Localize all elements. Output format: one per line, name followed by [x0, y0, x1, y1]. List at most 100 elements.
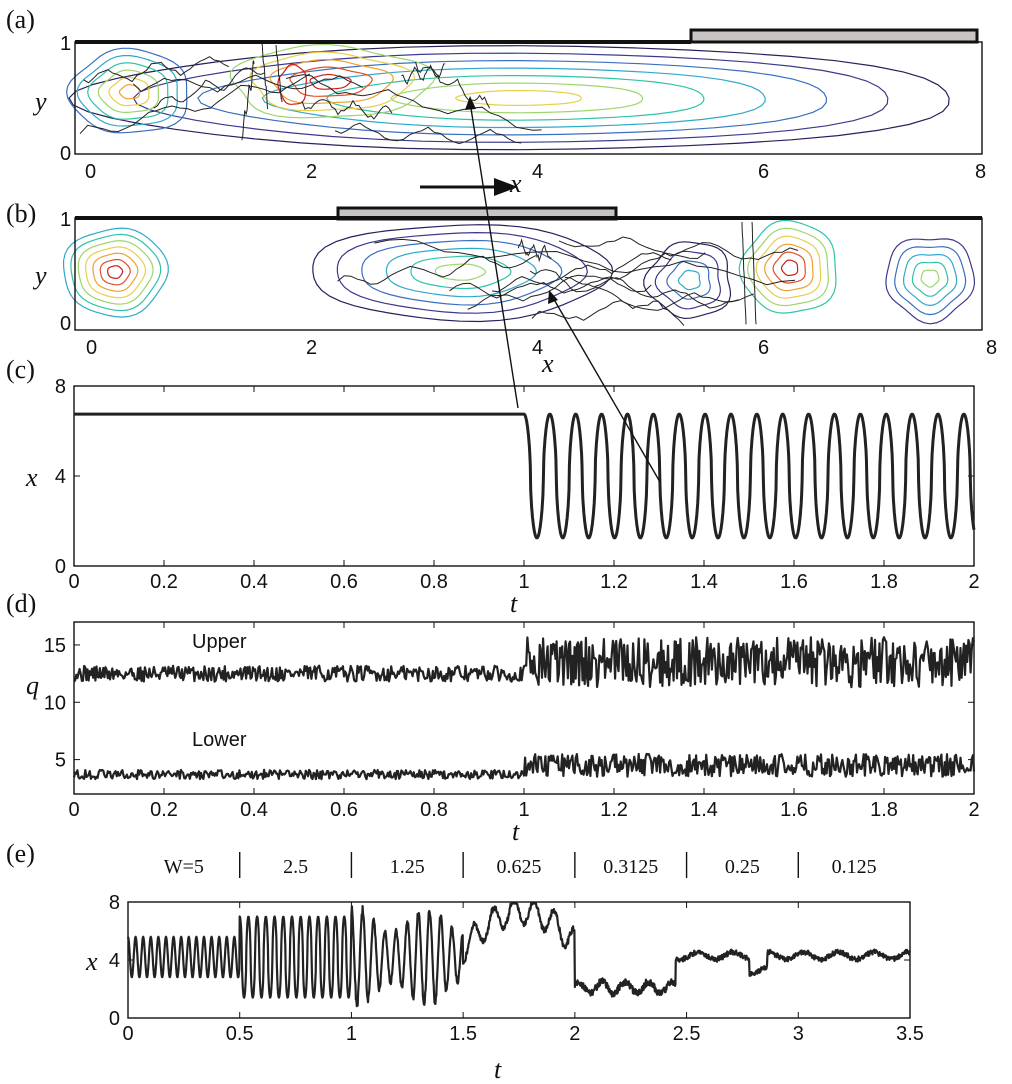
contour-line-b-middle — [434, 263, 487, 281]
chart-e-ytick-label: 0 — [109, 1008, 120, 1030]
contour-line-b-middle — [385, 247, 538, 298]
chart-c-ylabel: x — [25, 463, 38, 492]
chart-e-regime-label: 0.625 — [497, 856, 542, 878]
chart-d-series-label-upper: Upper — [192, 631, 247, 653]
streamline-b — [564, 276, 739, 309]
chart-e-xtick-label: 1 — [346, 1023, 357, 1045]
panel-a-xtick-8: 8 — [975, 161, 986, 183]
panel-b-xlabel: x — [541, 349, 554, 378]
chart-d-xtick-label: 1.2 — [600, 799, 628, 821]
panel-b-frame — [74, 217, 983, 331]
chart-d-xtick-label: 0.4 — [240, 799, 268, 821]
chart-e-xlabel: t — [494, 1055, 502, 1084]
contour-line-b-right — [755, 235, 822, 299]
panel-d-label: (d) — [6, 589, 36, 618]
chart-c-xlabel: t — [510, 589, 518, 618]
streamline-b — [531, 292, 754, 321]
contour-line-a-main — [261, 67, 766, 129]
chart-c-xtick-label: 1.6 — [780, 571, 808, 593]
panel-e-label: (e) — [6, 839, 35, 868]
chart-e-line — [126, 902, 912, 1008]
chart-d-xtick-label: 0.6 — [330, 799, 358, 821]
chart-d-xtick-label: 0 — [68, 799, 79, 821]
contour-line-b-left — [63, 227, 169, 318]
streamline-a — [241, 60, 255, 141]
contour-line-b-end — [902, 254, 958, 307]
contour-line-a-main — [454, 89, 582, 106]
chart-c-xtick-label: 1.2 — [600, 571, 628, 593]
contour-line-b-left — [99, 258, 131, 286]
chart-d-ytick-label: 10 — [44, 692, 66, 714]
contour-line-b-left — [92, 252, 139, 292]
chart-c-xtick-label: 1.8 — [870, 571, 898, 593]
contour-line-a-left — [108, 76, 150, 107]
contour-line-b-end — [920, 269, 940, 288]
chart-d: 0 0.2 0.4 0.6 0.8 1 1.2 1.4 1.6 1.8 2 5 10 15 Upper Low… — [26, 621, 980, 846]
contour-line-b-middle — [410, 255, 512, 290]
panel-a-xlabel: x — [509, 169, 522, 198]
streamline-a — [415, 61, 491, 109]
connector-to-b — [551, 295, 661, 483]
contour-line-a-main — [326, 74, 705, 121]
panel-b-xtick-2: 2 — [306, 337, 317, 359]
panel-b-ytick-0: 0 — [60, 313, 71, 335]
chart-d-xtick-label: 0.8 — [420, 799, 448, 821]
chart-e-regime-label: 0.25 — [725, 856, 760, 878]
panel-b-xtick-4: 4 — [532, 337, 543, 359]
chart-c-xtick-label: 0 — [68, 571, 79, 593]
contour-line-b-right — [763, 243, 814, 292]
chart-c-xtick-label: 2 — [968, 571, 979, 593]
chart-e-ytick-label: 8 — [109, 892, 120, 914]
panel-b-xtick-6: 6 — [758, 337, 769, 359]
chart-c-ytick-label: 0 — [55, 556, 66, 578]
panel-a-xtick-4: 4 — [532, 161, 543, 183]
streamline-b — [374, 238, 796, 286]
chart-e-regime-label: 0.3125 — [603, 856, 658, 878]
streamline-a — [286, 74, 542, 131]
streamline-a — [301, 99, 393, 120]
chart-e-ytick-label: 4 — [109, 950, 120, 972]
contour-line-b-right — [772, 251, 806, 284]
chart-d-ytick-label: 5 — [55, 750, 66, 772]
chart-d-xtick-label: 1 — [518, 799, 529, 821]
chart-d-series-label-lower: Lower — [192, 729, 247, 751]
contour-line-b-right — [747, 227, 829, 307]
chart-c-ytick-label: 4 — [55, 466, 66, 488]
motion-arrow — [420, 178, 518, 196]
contour-line-b-end — [894, 246, 967, 316]
connector-b-arrowhead-icon — [548, 290, 558, 304]
connector-a-arrowhead-icon — [465, 96, 476, 110]
chart-c-xtick-label: 1.4 — [690, 571, 718, 593]
contour-line-a-warm — [269, 59, 394, 105]
chart-e-regime-label: W=5 — [164, 856, 204, 878]
chart-e: 0 0.5 1 1.5 2 2.5 3 3.5 0 4 8 W=5 2.5 1.25 0.625 0.3125… — [85, 852, 924, 1084]
chart-d-xlabel: t — [512, 817, 520, 846]
contour-line-a-warm — [249, 51, 416, 112]
panel-b-ylabel: y — [32, 261, 47, 290]
streamline-a-plume — [261, 43, 269, 110]
chart-d-series-lower — [72, 752, 976, 781]
contour-line-b-cell — [654, 250, 722, 310]
chart-d-xtick-label: 1.8 — [870, 799, 898, 821]
panel-a-xtick-2: 2 — [306, 161, 317, 183]
chart-e-xtick-label: 1.5 — [449, 1023, 477, 1045]
streamline-a — [334, 122, 522, 145]
contour-line-a-left — [97, 69, 160, 114]
chart-d-series-upper — [73, 636, 976, 689]
contour-line-a-warm — [289, 66, 373, 97]
panel-a-xtick-0: 0 — [85, 161, 96, 183]
chart-e-xtick-label: 3.5 — [896, 1023, 924, 1045]
chart-c-ytick-label: 8 — [55, 376, 66, 398]
panel-b-xtick-8: 8 — [986, 337, 997, 359]
contour-line-b-middle — [336, 231, 589, 314]
streamline-a-plume — [275, 44, 283, 103]
contour-line-a-warm — [229, 44, 437, 119]
panel-a-frame — [74, 41, 983, 155]
contour-line-a-main — [197, 59, 828, 136]
chart-e-ylabel: x — [85, 947, 98, 976]
panel-b-xtick-0: 0 — [86, 337, 97, 359]
streamline-a — [153, 67, 266, 109]
chart-c: 0 0.2 0.4 0.6 0.8 1 1.2 1.4 1.6 1.8 2 0 4 8 x t — [25, 376, 980, 618]
panel-a-label: (a) — [6, 5, 35, 34]
